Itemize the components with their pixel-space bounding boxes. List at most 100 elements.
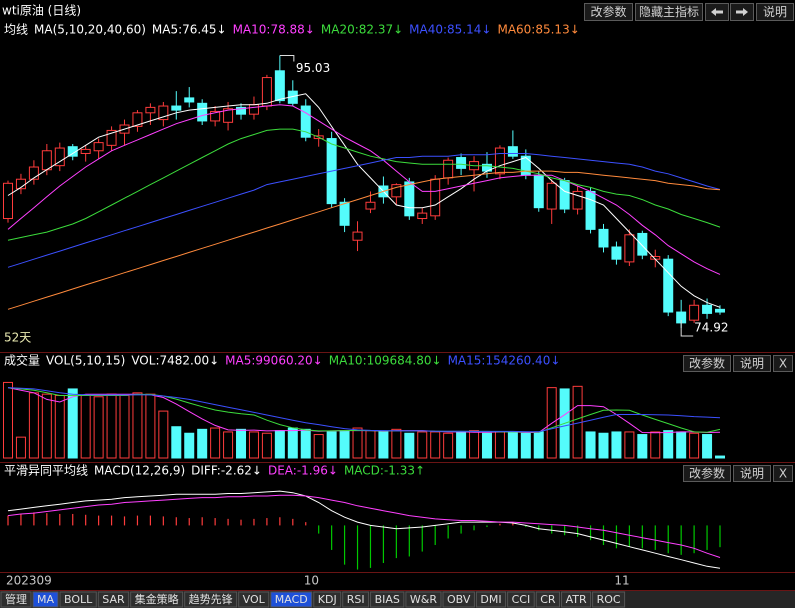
close-button[interactable] bbox=[773, 465, 793, 482]
candle-body bbox=[236, 106, 247, 115]
button-label[interactable]: 改参数 bbox=[689, 466, 725, 481]
button[interactable] bbox=[733, 355, 771, 372]
volume-bar bbox=[469, 430, 480, 459]
volume-bar bbox=[417, 431, 428, 459]
legend-entry: 成交量 bbox=[4, 353, 40, 368]
legend-entry: 均线 bbox=[4, 23, 28, 37]
tab-label[interactable]: MACD bbox=[275, 593, 308, 606]
tab[interactable] bbox=[313, 591, 342, 608]
tab[interactable] bbox=[238, 591, 270, 608]
button-label[interactable]: 改参数 bbox=[689, 356, 725, 371]
tab-label[interactable]: BOLL bbox=[64, 593, 93, 606]
x-tick-label: 202309 bbox=[6, 574, 52, 588]
tab[interactable] bbox=[342, 591, 370, 608]
tab[interactable] bbox=[32, 591, 59, 608]
legend-entry: MA15:154260.40↓ bbox=[448, 354, 561, 368]
volume-bar bbox=[507, 431, 518, 459]
tab-label[interactable]: DMI bbox=[480, 593, 501, 606]
tab-label[interactable]: OBV bbox=[447, 593, 471, 606]
tab[interactable] bbox=[592, 591, 626, 608]
tab[interactable] bbox=[507, 591, 535, 608]
legend-entry: MA(5,10,20,40,60) bbox=[34, 23, 146, 37]
legend-entry: DEA:-1.96↓ bbox=[268, 464, 338, 478]
x-tick-label: 11 bbox=[614, 574, 629, 588]
volume-bar bbox=[352, 427, 363, 459]
tab-label[interactable]: KDJ bbox=[318, 593, 337, 606]
tab-label[interactable]: ATR bbox=[566, 593, 587, 606]
close-button[interactable] bbox=[773, 355, 793, 372]
candle-body bbox=[145, 106, 156, 114]
candle-body bbox=[339, 201, 350, 226]
tab[interactable] bbox=[535, 591, 561, 608]
button[interactable] bbox=[584, 3, 633, 21]
volume-bar bbox=[585, 431, 596, 459]
candle-body bbox=[507, 146, 518, 157]
button-label[interactable]: X bbox=[779, 467, 787, 481]
button-label[interactable]: 隐藏主指标 bbox=[639, 4, 699, 19]
tab-label[interactable]: ROC bbox=[597, 593, 621, 606]
ma-line bbox=[7, 128, 721, 241]
tab-label[interactable]: BIAS bbox=[375, 593, 400, 606]
ma-line bbox=[7, 153, 721, 268]
volume-bar bbox=[456, 431, 467, 459]
candle-body bbox=[67, 146, 78, 157]
candle-body bbox=[132, 112, 143, 127]
volume-bar bbox=[378, 431, 389, 459]
candle-body bbox=[624, 234, 635, 263]
volume-bar bbox=[210, 427, 221, 459]
tab[interactable] bbox=[184, 591, 238, 608]
tab-label[interactable]: 管理 bbox=[5, 592, 27, 606]
legend-entry: 平滑异同平均线 bbox=[4, 464, 88, 478]
tab[interactable] bbox=[0, 591, 32, 608]
volume-bar bbox=[171, 426, 182, 459]
button[interactable] bbox=[683, 465, 731, 482]
button-label[interactable]: X bbox=[779, 357, 787, 371]
candle-body bbox=[456, 157, 467, 169]
button-label[interactable]: 说明 bbox=[740, 356, 764, 371]
tab[interactable] bbox=[59, 591, 97, 608]
button-label[interactable]: 说明 bbox=[763, 4, 787, 19]
legend-entry: MA5:76.45↓ bbox=[152, 23, 227, 37]
button[interactable] bbox=[733, 465, 771, 482]
x-tick-label: 10 bbox=[304, 574, 319, 588]
button-label[interactable]: 改参数 bbox=[590, 4, 626, 19]
low-label: 74.92 bbox=[694, 321, 728, 335]
tab-label[interactable]: MA bbox=[37, 593, 54, 606]
volume-bar bbox=[663, 430, 674, 459]
volume-bar bbox=[93, 396, 104, 459]
tab[interactable] bbox=[405, 591, 442, 608]
vol-ma-line bbox=[7, 387, 721, 433]
arrow-right-icon bbox=[736, 8, 748, 16]
candle-body bbox=[210, 110, 221, 122]
tab-label[interactable]: 集金策略 bbox=[135, 592, 179, 606]
tab-label[interactable]: 趋势先锋 bbox=[189, 593, 233, 606]
tab-label[interactable]: VOL bbox=[243, 593, 266, 606]
macd-line bbox=[7, 494, 721, 558]
tab[interactable] bbox=[97, 591, 130, 608]
tab[interactable] bbox=[130, 591, 184, 608]
tab[interactable] bbox=[561, 591, 592, 608]
button[interactable] bbox=[756, 3, 794, 21]
tab-label[interactable]: CCI bbox=[512, 593, 531, 606]
button[interactable] bbox=[635, 3, 703, 21]
tab[interactable] bbox=[270, 591, 313, 608]
button-label[interactable]: 说明 bbox=[740, 466, 764, 481]
tab-label[interactable]: SAR bbox=[102, 593, 125, 606]
candle-body bbox=[80, 148, 91, 154]
legend-entry: MACD:-1.33↑ bbox=[344, 464, 425, 478]
tab-label[interactable]: RSI bbox=[347, 593, 365, 606]
volume-bar bbox=[637, 434, 648, 459]
candle-body bbox=[533, 174, 544, 209]
candle-body bbox=[443, 159, 454, 179]
tab[interactable] bbox=[442, 591, 475, 608]
tab[interactable] bbox=[370, 591, 405, 608]
volume-bar bbox=[158, 410, 169, 459]
candle-body bbox=[352, 231, 363, 241]
tab-label[interactable]: CR bbox=[540, 593, 556, 606]
tab[interactable] bbox=[475, 591, 507, 608]
legend-entry: VOL:7482.00↓ bbox=[131, 354, 219, 368]
candle-body bbox=[171, 105, 182, 111]
tab-label[interactable]: W&R bbox=[410, 593, 437, 606]
button[interactable] bbox=[683, 355, 731, 372]
